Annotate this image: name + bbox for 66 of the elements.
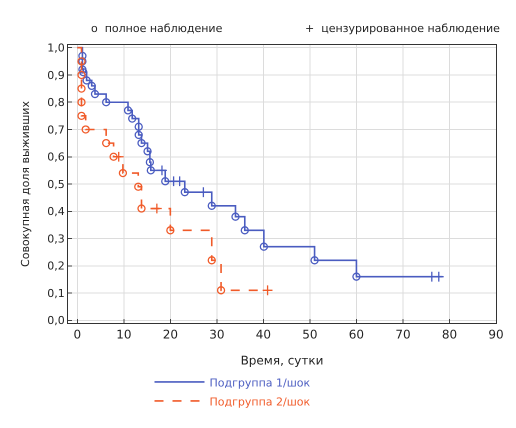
y-tick-label: 1,0 xyxy=(47,42,65,55)
y-tick-label: 0,0 xyxy=(47,314,65,328)
x-axis-title: Время, сутки xyxy=(240,353,324,368)
point xyxy=(180,188,189,196)
point xyxy=(260,242,268,251)
point xyxy=(77,84,86,93)
point xyxy=(102,138,110,148)
x-tick-label: 50 xyxy=(302,327,318,342)
y-tick-label: 0,7 xyxy=(47,123,65,136)
point xyxy=(77,98,86,106)
point xyxy=(310,256,319,264)
x-tick-label: 70 xyxy=(395,327,411,342)
point xyxy=(128,114,136,123)
y-axis-title: Совокупная доля выживших xyxy=(18,100,32,267)
point xyxy=(124,106,132,115)
point xyxy=(151,202,162,214)
x-tick-label: 80 xyxy=(442,327,458,342)
point xyxy=(216,286,226,294)
x-tick-label: 20 xyxy=(162,327,178,342)
point xyxy=(78,52,87,60)
point xyxy=(137,204,146,213)
y-tick-label: 0,9 xyxy=(47,68,65,82)
y-tick-label: 0,2 xyxy=(47,260,65,273)
y-tick-label: 0,4 xyxy=(47,205,65,218)
point xyxy=(231,212,240,221)
point xyxy=(134,182,142,191)
y-tick-label: 0,3 xyxy=(47,232,65,246)
point xyxy=(166,226,174,234)
point xyxy=(109,152,118,161)
y-tick-label: 0,6 xyxy=(47,150,65,164)
x-tick-label: 90 xyxy=(488,327,504,342)
point xyxy=(240,226,249,234)
legend-label: Подгруппа 2/шок xyxy=(210,395,310,408)
point xyxy=(77,70,86,80)
point xyxy=(82,125,90,134)
point xyxy=(90,90,100,98)
point xyxy=(262,284,274,296)
text: + цензурированное наблюдение xyxy=(305,22,500,35)
y-tick-label: 0,5 xyxy=(47,178,65,191)
point xyxy=(137,138,146,148)
point xyxy=(102,98,110,106)
point xyxy=(352,272,361,281)
point xyxy=(79,68,88,76)
point xyxy=(146,158,154,166)
point xyxy=(78,65,87,74)
x-tick-label: 0 xyxy=(73,327,82,342)
point xyxy=(82,76,91,85)
point xyxy=(208,202,216,210)
point xyxy=(77,112,86,120)
point xyxy=(88,82,96,90)
legend-label: Подгруппа 1/шок xyxy=(210,376,310,390)
point xyxy=(161,177,170,186)
x-tick-label: 60 xyxy=(348,327,364,342)
x-tick-label: 30 xyxy=(209,327,225,342)
point xyxy=(134,130,143,140)
text: o полное наблюдение xyxy=(91,22,223,35)
point xyxy=(156,164,168,176)
y-tick-label: 0,1 xyxy=(47,286,65,300)
point xyxy=(146,166,155,175)
point xyxy=(208,256,216,264)
x-tick-label: 10 xyxy=(116,327,132,342)
point xyxy=(134,122,143,131)
y-tick-label: 0,8 xyxy=(47,96,65,110)
point xyxy=(143,147,152,156)
point xyxy=(118,168,128,178)
x-tick-label: 40 xyxy=(256,327,272,342)
